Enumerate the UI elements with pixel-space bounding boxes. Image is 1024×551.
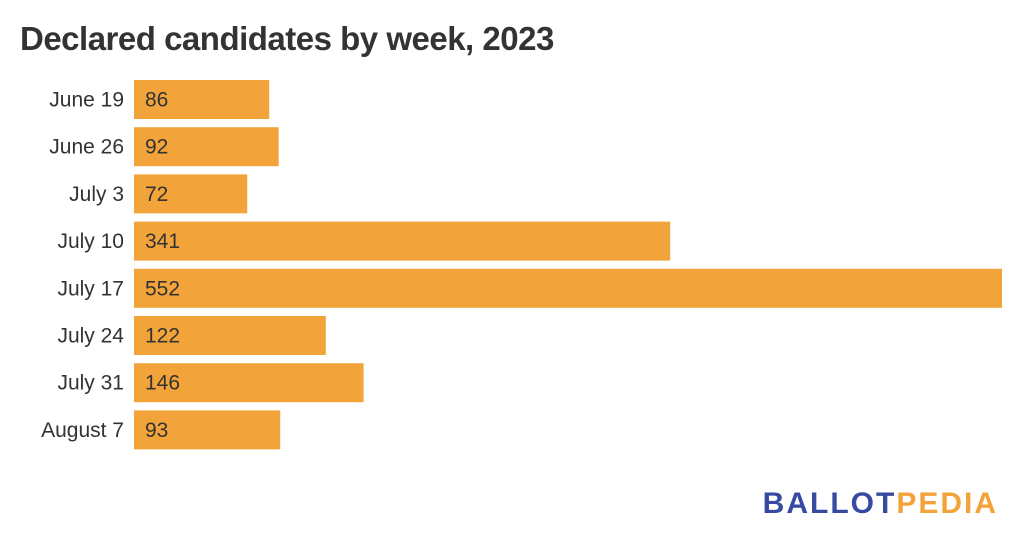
value-label: 93 [145,419,168,442]
category-label: July 10 [57,230,124,253]
value-label: 122 [145,325,180,348]
bar-july-10 [134,221,671,261]
value-label: 146 [145,372,180,395]
category-label: June 26 [49,136,124,159]
bar-august-7 [134,410,281,450]
category-label: June 19 [49,89,124,112]
value-label: 86 [145,89,168,112]
bar-july-31 [134,363,364,403]
chart-title: Declared candidates by week, 2023 [20,20,554,57]
bar-july-17 [134,268,1002,308]
logo-ballot: BALLOT [762,487,897,520]
category-label: July 17 [57,277,124,300]
category-label: August 7 [41,419,124,442]
value-label: 92 [145,136,168,159]
value-label: 552 [145,277,180,300]
category-label: July 3 [69,183,124,206]
category-label: July 24 [57,325,124,348]
value-label: 341 [145,230,180,253]
logo-pedia: PEDIA [896,487,998,520]
bar-july-24 [134,316,326,355]
bar-june-19 [134,80,270,119]
ballotpedia-logo: BALLOTPEDIA [763,487,998,521]
bar-july-3 [134,174,248,214]
bar-june-26 [134,127,279,167]
value-label: 72 [145,183,168,206]
category-label: July 31 [57,372,124,395]
